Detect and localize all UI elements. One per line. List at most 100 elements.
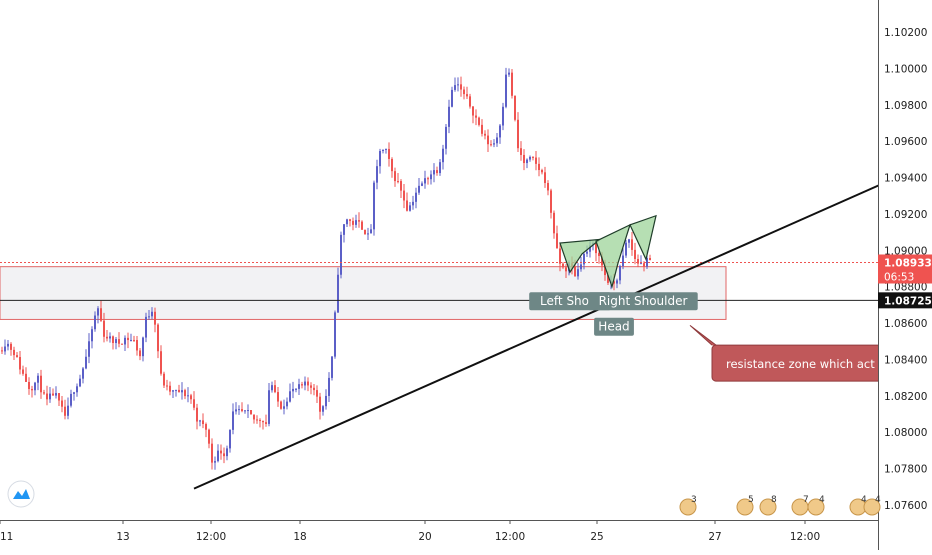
candle-body bbox=[604, 265, 606, 276]
candle-body bbox=[493, 143, 495, 145]
candle-body bbox=[241, 409, 243, 412]
candle-body bbox=[247, 410, 249, 412]
candle-body bbox=[304, 381, 306, 386]
time-tick-label: 18 bbox=[293, 531, 306, 543]
candle-body bbox=[265, 422, 267, 424]
time-tick-label: 11 bbox=[0, 531, 13, 543]
candle-body bbox=[613, 281, 615, 284]
candle-body bbox=[301, 384, 303, 386]
candle-body bbox=[517, 119, 519, 149]
candle-body bbox=[424, 178, 426, 184]
event-marker bbox=[863, 498, 881, 516]
candle-body bbox=[538, 163, 540, 171]
candle-body bbox=[583, 253, 585, 265]
candle-body bbox=[385, 148, 387, 150]
label-right-shoulder: Right Shoulder bbox=[599, 294, 688, 308]
candle-body bbox=[106, 336, 108, 339]
event-count: 4 bbox=[875, 495, 881, 505]
candle-body bbox=[331, 356, 333, 378]
pattern-head bbox=[595, 223, 631, 289]
candle-body bbox=[442, 148, 444, 163]
price-axis[interactable]: 1.10200 1.10000 1.09800 1.09600 1.09400 1.092… bbox=[878, 0, 932, 550]
candle-body bbox=[439, 162, 441, 174]
candle-body bbox=[229, 429, 231, 449]
candle-body bbox=[376, 166, 378, 183]
candle-body bbox=[520, 148, 522, 155]
last-price-badge bbox=[878, 254, 932, 284]
label-left-shoulder: Left Shoul bbox=[540, 294, 600, 308]
candle-body bbox=[400, 181, 402, 191]
candle-body bbox=[40, 375, 42, 393]
candle-body bbox=[619, 266, 621, 281]
candle-body bbox=[403, 190, 405, 201]
candle-body bbox=[649, 257, 651, 261]
candle-body bbox=[409, 205, 411, 211]
candle-body bbox=[532, 156, 534, 158]
candle-body bbox=[397, 181, 399, 183]
candle-body bbox=[634, 249, 636, 259]
price-tick-label: 1.10200 bbox=[884, 27, 927, 39]
candle-body bbox=[289, 391, 291, 402]
candle-body bbox=[355, 220, 357, 225]
candle-body bbox=[463, 89, 465, 95]
candle-body bbox=[310, 385, 312, 388]
candle-body bbox=[586, 251, 588, 254]
event-marker bbox=[679, 498, 697, 516]
candle-body bbox=[211, 443, 213, 463]
candle-body bbox=[346, 219, 348, 225]
candle-body bbox=[109, 336, 111, 339]
logo-layer bbox=[7, 480, 35, 508]
candle-body bbox=[64, 406, 66, 416]
candle-body bbox=[142, 337, 144, 357]
candle-body bbox=[49, 393, 51, 400]
event-count: 4 bbox=[819, 495, 825, 505]
candles-layer bbox=[1, 67, 651, 470]
candle-body bbox=[646, 257, 648, 267]
candle-body bbox=[88, 341, 90, 357]
candle-body bbox=[436, 170, 438, 174]
price-tick-label: 1.07800 bbox=[884, 464, 927, 476]
time-axis[interactable]: 11 13 12:00 18 20 12:00 25 27 12:00 bbox=[0, 520, 878, 550]
candle-body bbox=[631, 239, 633, 250]
candle-body bbox=[580, 264, 582, 270]
candle-body bbox=[166, 385, 168, 387]
event-marker bbox=[807, 498, 825, 516]
event-count: 3 bbox=[691, 495, 697, 505]
candle-body bbox=[541, 170, 543, 173]
candle-body bbox=[379, 151, 381, 167]
candle-body bbox=[160, 351, 162, 374]
candle-body bbox=[157, 324, 159, 352]
candle-body bbox=[352, 220, 354, 225]
candle-body bbox=[256, 419, 258, 421]
candle-body bbox=[187, 395, 189, 397]
candle-body bbox=[343, 224, 345, 235]
pattern-layer bbox=[559, 214, 657, 289]
candle-body bbox=[274, 385, 276, 393]
candle-body bbox=[589, 245, 591, 252]
candle-body bbox=[472, 106, 474, 116]
time-tick-label: 25 bbox=[590, 531, 603, 543]
label-head-box bbox=[594, 317, 634, 336]
lines-layer bbox=[0, 184, 878, 490]
candle-body bbox=[271, 385, 273, 391]
candle-body bbox=[262, 420, 264, 423]
candle-body bbox=[193, 399, 195, 408]
candle-body bbox=[487, 135, 489, 145]
candle-body bbox=[622, 255, 624, 267]
candle-body bbox=[388, 148, 390, 159]
price-tick-label: 1.08800 bbox=[884, 282, 927, 294]
logo-mark-icon bbox=[13, 489, 30, 499]
candle-body bbox=[499, 125, 501, 138]
candle-body bbox=[307, 381, 309, 386]
candle-body bbox=[25, 373, 27, 382]
candle-body bbox=[136, 340, 138, 351]
candle-body bbox=[73, 392, 75, 394]
price-tick-label: 1.09200 bbox=[884, 209, 927, 221]
candle-body bbox=[268, 390, 270, 424]
time-tick-label: 12:00 bbox=[196, 531, 226, 543]
candle-body bbox=[319, 396, 321, 412]
candle-body bbox=[202, 420, 204, 425]
